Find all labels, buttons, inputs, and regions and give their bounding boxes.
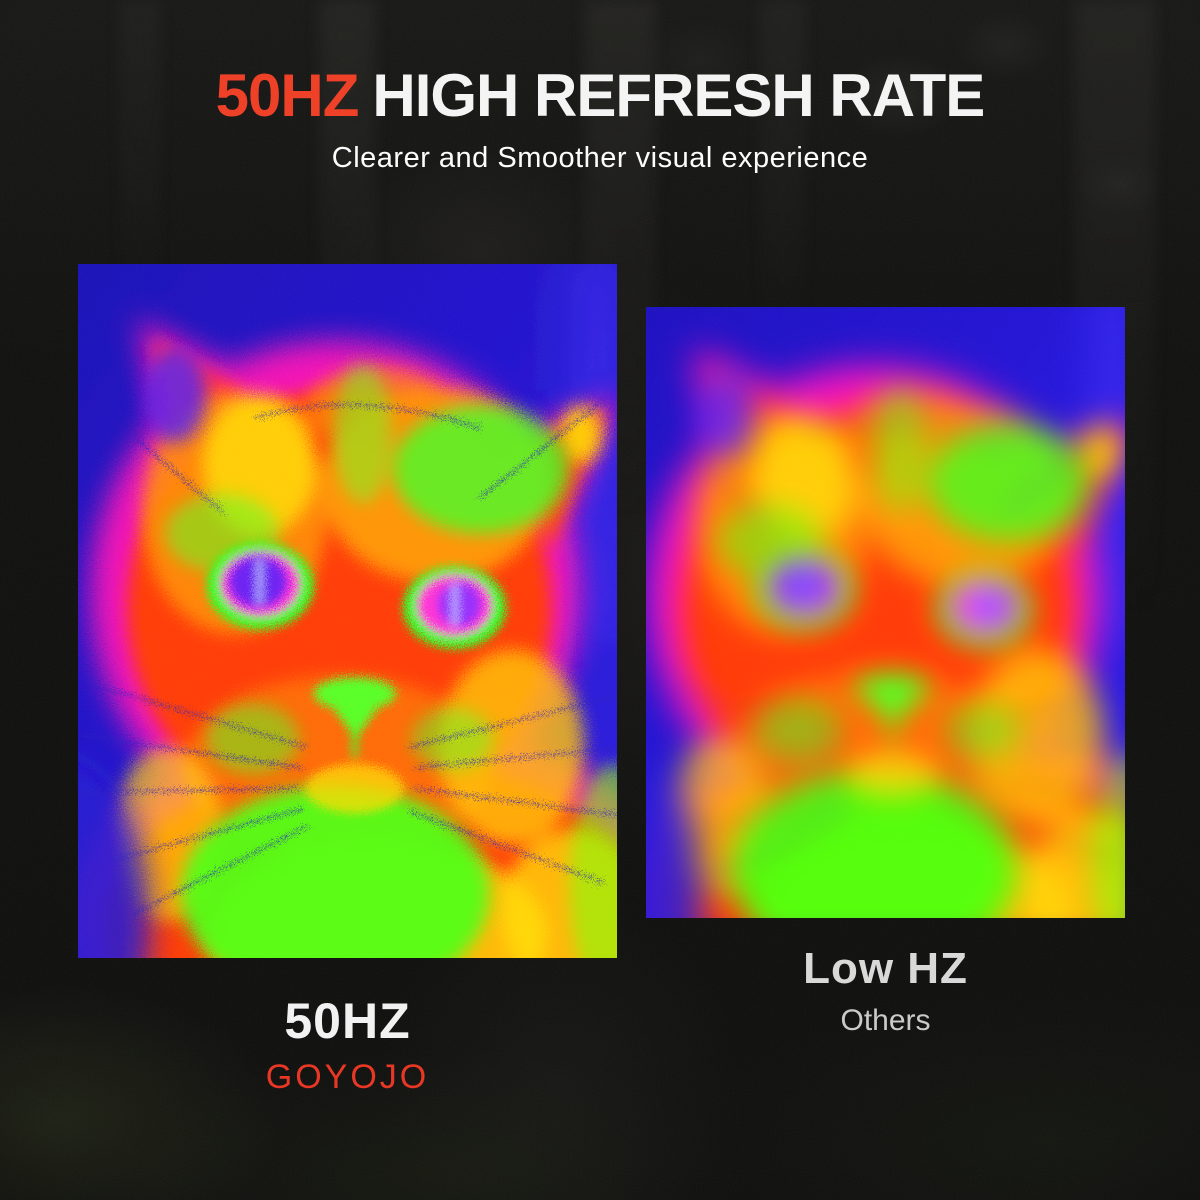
caption-right-lowhz: Low HZ — [803, 944, 968, 993]
thermal-image-blurred — [646, 307, 1125, 918]
caption-left-50hz: 50HZ — [284, 993, 411, 1049]
caption-right-others: Others — [840, 1004, 931, 1037]
thermal-image-sharp — [78, 264, 617, 958]
title-rest: HIGH REFRESH RATE — [372, 62, 985, 129]
page-subtitle: Clearer and Smoother visual experience — [331, 142, 869, 174]
page-title: 50HZ HIGH REFRESH RATE — [0, 66, 1200, 126]
caption-left-brand: GOYOJO — [265, 1058, 430, 1096]
title-highlight: 50HZ — [215, 62, 360, 129]
